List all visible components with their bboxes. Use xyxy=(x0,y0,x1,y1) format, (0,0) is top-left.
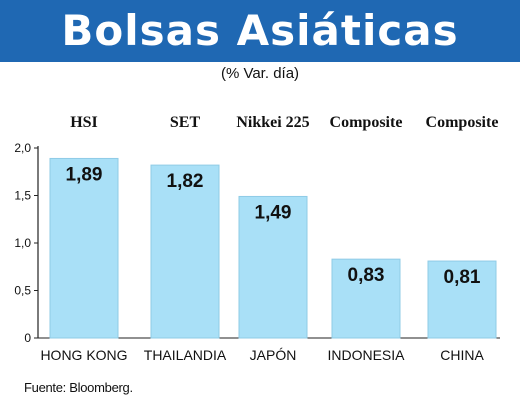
title-banner: Bolsas Asiáticas xyxy=(0,0,520,62)
index-label: Nikkei 225 xyxy=(236,114,309,131)
bar-value-label: 1,89 xyxy=(66,164,103,185)
bar-china xyxy=(427,260,497,339)
y-tick-label: 1,5 xyxy=(14,189,31,203)
y-tick-label: 2,0 xyxy=(14,141,31,155)
category-label: CHINA xyxy=(440,347,484,363)
chart-subtitle: (% Var. día) xyxy=(220,65,300,82)
bar-value-label: 0,81 xyxy=(444,267,481,288)
bar-japón xyxy=(238,195,308,339)
bar-value-label: 1,49 xyxy=(255,202,292,223)
y-tick-label: 0,5 xyxy=(14,284,31,298)
index-label: SET xyxy=(170,114,201,131)
category-label: THAILANDIA xyxy=(144,347,227,363)
source-note: Fuente: Bloomberg. xyxy=(24,380,133,395)
bar-indonesia xyxy=(331,258,401,339)
index-label: Composite xyxy=(426,114,499,131)
y-tick-label: 0 xyxy=(24,331,31,345)
chart-title: Bolsas Asiáticas xyxy=(61,6,459,55)
category-label: HONG KONG xyxy=(40,347,127,363)
index-label: HSI xyxy=(70,114,98,131)
bar-value-label: 1,82 xyxy=(167,171,204,192)
category-label: JAPÓN xyxy=(250,347,297,363)
y-tick-label: 1,0 xyxy=(14,236,31,250)
bar-value-label: 0,83 xyxy=(348,265,385,286)
bar-thailandia xyxy=(150,164,220,339)
index-label: Composite xyxy=(330,114,403,131)
category-label: INDONESIA xyxy=(327,347,405,363)
bar-hong-kong xyxy=(49,157,119,339)
